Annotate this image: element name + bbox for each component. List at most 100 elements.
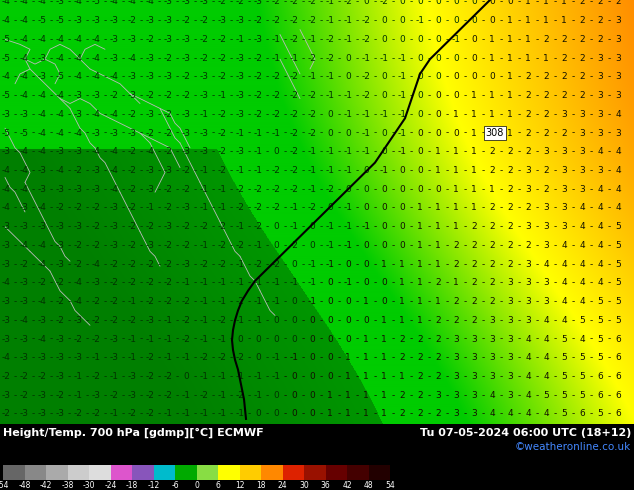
Text: 4: 4 [561, 241, 567, 250]
Text: 2: 2 [453, 241, 459, 250]
Text: 1: 1 [363, 297, 369, 306]
Text: 1: 1 [363, 372, 369, 381]
Text: -2: -2 [361, 91, 370, 100]
Text: -: - [463, 391, 467, 400]
Text: -1: -1 [235, 278, 245, 288]
Text: 4: 4 [615, 185, 621, 194]
Text: -: - [121, 410, 125, 418]
Text: -: - [139, 147, 143, 156]
Text: -: - [427, 128, 430, 138]
Text: 0: 0 [363, 0, 369, 6]
Text: -2: -2 [91, 297, 100, 306]
Text: -4: -4 [1, 278, 10, 288]
Text: -: - [427, 35, 430, 44]
Text: -4: -4 [127, 0, 136, 6]
Text: -: - [103, 110, 107, 119]
Text: -4: -4 [74, 128, 82, 138]
Text: -3: -3 [37, 54, 46, 63]
Text: -1: -1 [398, 110, 406, 119]
Text: -: - [86, 316, 89, 325]
Text: -: - [356, 203, 359, 213]
Text: Height/Temp. 700 hPa [gdmp][°C] ECMWF: Height/Temp. 700 hPa [gdmp][°C] ECMWF [3, 428, 264, 438]
Text: -: - [337, 166, 340, 175]
Text: -: - [373, 16, 377, 25]
Text: 3: 3 [561, 110, 567, 119]
Text: 0: 0 [327, 128, 333, 138]
Text: -: - [517, 166, 521, 175]
Text: 3: 3 [507, 372, 513, 381]
Text: -3: -3 [74, 316, 82, 325]
Text: -2: -2 [236, 391, 245, 400]
Text: ©weatheronline.co.uk: ©weatheronline.co.uk [515, 442, 631, 452]
Text: -: - [500, 16, 503, 25]
Text: -: - [121, 73, 125, 81]
Text: 0: 0 [435, 110, 441, 119]
Text: 54: 54 [385, 481, 395, 490]
Text: -1: -1 [344, 203, 353, 213]
Text: 5: 5 [561, 335, 567, 343]
Text: -: - [373, 260, 377, 269]
Text: -2: -2 [164, 278, 172, 288]
Text: -1: -1 [74, 372, 82, 381]
Text: -: - [176, 128, 179, 138]
Text: -2: -2 [307, 110, 316, 119]
Text: -2: -2 [146, 297, 155, 306]
Text: -: - [500, 353, 503, 362]
Text: 6: 6 [615, 410, 621, 418]
Text: 1: 1 [345, 391, 351, 400]
Text: 1: 1 [507, 35, 513, 44]
Text: -2: -2 [307, 203, 316, 213]
Text: -: - [301, 128, 304, 138]
Bar [368, 465, 390, 480]
Text: 0: 0 [237, 335, 243, 343]
Text: 3: 3 [435, 391, 441, 400]
Text: -: - [427, 91, 430, 100]
Text: -: - [391, 16, 394, 25]
Text: -: - [176, 147, 179, 156]
Text: -1: -1 [344, 241, 353, 250]
Text: 0: 0 [363, 166, 369, 175]
Text: -: - [500, 297, 503, 306]
Text: -: - [230, 391, 233, 400]
Text: 4: 4 [525, 335, 531, 343]
Text: -1: -1 [290, 222, 299, 231]
Text: -: - [266, 316, 269, 325]
Text: 0: 0 [489, 73, 495, 81]
Text: 3: 3 [579, 147, 585, 156]
Text: -: - [553, 147, 557, 156]
Text: -: - [283, 391, 287, 400]
Text: 0: 0 [327, 316, 333, 325]
Text: -: - [193, 316, 197, 325]
Text: 2: 2 [525, 147, 531, 156]
Text: 2: 2 [435, 410, 441, 418]
Text: -: - [500, 35, 503, 44]
Text: -1: -1 [254, 372, 262, 381]
Text: -: - [211, 316, 215, 325]
Text: -: - [517, 147, 521, 156]
Text: -: - [356, 353, 359, 362]
Text: -2: -2 [91, 372, 100, 381]
Text: -: - [391, 222, 394, 231]
Text: -: - [121, 166, 125, 175]
Text: -: - [590, 260, 593, 269]
Text: -1: -1 [254, 128, 262, 138]
Text: -4: -4 [37, 297, 46, 306]
Text: -1: -1 [271, 128, 280, 138]
Text: -4: -4 [20, 0, 29, 6]
Text: 2: 2 [399, 353, 405, 362]
Text: 1: 1 [381, 316, 387, 325]
Text: 0: 0 [309, 391, 315, 400]
Text: -: - [535, 35, 539, 44]
Text: -2: -2 [74, 166, 82, 175]
Text: 3: 3 [471, 410, 477, 418]
Text: -: - [247, 110, 250, 119]
Text: 2: 2 [525, 203, 531, 213]
Text: -2: -2 [200, 16, 209, 25]
Text: -: - [266, 91, 269, 100]
Text: -: - [193, 353, 197, 362]
Text: -2: -2 [236, 185, 245, 194]
Text: 2: 2 [507, 260, 513, 269]
Text: -2: -2 [146, 278, 155, 288]
Text: -4: -4 [110, 166, 119, 175]
Text: -: - [553, 297, 557, 306]
